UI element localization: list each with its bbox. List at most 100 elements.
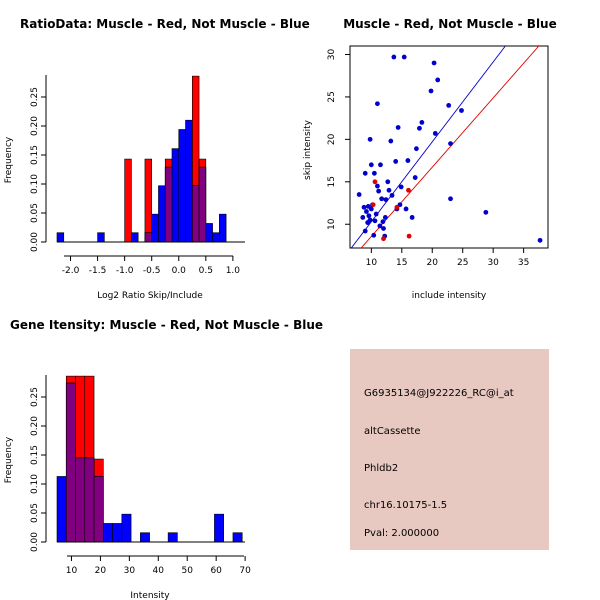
ratio-blue-bar-12 <box>205 223 213 243</box>
scatter-point-0-25 <box>386 187 392 193</box>
scatter-point-1-4 <box>406 187 411 193</box>
scatter-fit-lines <box>350 46 540 248</box>
intensity-y-tick-label-3: 0.15 <box>30 445 40 465</box>
scatter-title: Muscle - Red, Not Muscle - Blue <box>343 17 557 31</box>
scatter-x-tick-label-5: 35 <box>518 258 529 268</box>
ratio-y-ticks: 0.00 0.05 0.10 0.15 0.20 0.25 <box>30 87 46 252</box>
pval-text: Pval: 2.000000 <box>364 528 439 539</box>
event-type: altCassette <box>364 426 421 437</box>
intensity-x-ticks: 10 20 30 40 50 60 70 <box>66 556 251 576</box>
ratio-x-ticks: -2.0 -1.5 -1.0 -0.5 0.0 0.5 1.0 <box>62 256 241 276</box>
scatter-x-ticks: 10 15 20 25 30 35 <box>366 248 529 268</box>
scatter-point-0-53 <box>367 136 373 142</box>
scatter-y-tick-label-0: 10 <box>327 218 337 230</box>
ratio-blue-bar-0 <box>56 232 65 243</box>
scatter-y-ticks: 10 15 20 25 30 <box>327 48 350 230</box>
scatter-point-1-3 <box>394 204 400 210</box>
scatter-point-0-35 <box>403 206 409 212</box>
scatter-point-0-39 <box>414 146 419 152</box>
intensity-x-tick-label-4: 50 <box>182 566 194 576</box>
intensity-overlap-bar-1 <box>75 457 86 543</box>
intensity-blue-bar-5 <box>103 523 113 543</box>
intensity-overlap-bar-0 <box>65 382 76 543</box>
scatter-point-0-36 <box>405 158 411 163</box>
scatter-y-tick-label-3: 25 <box>327 91 337 102</box>
scatter-plot-box <box>349 45 549 249</box>
scatter-point-0-43 <box>431 60 437 66</box>
scatter-point-0-54 <box>368 162 374 168</box>
intensity-bars <box>56 375 243 543</box>
probe-id: G6935134@J922226_RC@i_at <box>364 388 514 399</box>
scatter-point-0-37 <box>409 215 415 220</box>
scatter-point-0-33 <box>398 184 404 190</box>
ratio-blue-bar-13 <box>212 232 220 243</box>
ratio-chart: RatioData: Muscle - Red, Not Muscle - Bl… <box>4 17 310 301</box>
intensity-x-tick-label-1: 20 <box>95 566 107 576</box>
scatter-point-0-9 <box>368 206 374 212</box>
scatter-point-0-45 <box>435 77 441 83</box>
ratio-overlap-bar-4 <box>198 166 207 243</box>
intensity-x-tick-label-2: 30 <box>124 566 136 576</box>
scatter-point-0-13 <box>372 218 378 224</box>
ratio-y-tick-label-2: 0.10 <box>30 174 40 194</box>
ratio-x-tick-label-4: 0.0 <box>172 266 187 276</box>
scatter-y-tick-label-4: 30 <box>327 48 337 60</box>
scatter-point-0-42 <box>428 88 434 94</box>
ratio-title: RatioData: Muscle - Red, Not Muscle - Bl… <box>20 17 310 31</box>
intensity-overlap-bar-2 <box>84 457 95 543</box>
intensity-x-tick-label-3: 40 <box>153 566 165 576</box>
scatter-point-0-14 <box>373 211 379 217</box>
scatter-point-0-48 <box>448 196 453 202</box>
scatter-point-0-47 <box>448 141 453 147</box>
scatter-x-tick-label-1: 15 <box>396 258 407 268</box>
scatter-point-0-17 <box>377 223 383 229</box>
scatter-point-0-55 <box>375 183 380 189</box>
scatter-point-0-11 <box>371 232 377 238</box>
scatter-fit-line-1 <box>360 46 540 248</box>
ratio-y-tick-label-1: 0.05 <box>30 203 40 223</box>
intensity-overlap-bar-3 <box>93 476 104 543</box>
ratio-red-bar-0 <box>124 158 132 243</box>
intensity-blue-bar-7 <box>121 513 132 543</box>
gene-name: Phldb2 <box>364 463 398 474</box>
scatter-point-0-1 <box>360 215 366 220</box>
scatter-point-0-40 <box>417 125 422 131</box>
scatter-point-0-12 <box>371 170 377 176</box>
scatter-point-0-34 <box>401 54 407 60</box>
scatter-point-0-41 <box>419 119 425 125</box>
ratio-red-bar-1 <box>144 158 153 243</box>
intensity-y-tick-label-2: 0.10 <box>30 474 40 494</box>
scatter-x-label: include intensity <box>412 291 487 301</box>
scatter-point-0-52 <box>362 170 368 176</box>
intensity-chart: Gene Itensity: Muscle - Red, Not Muscle … <box>4 318 323 600</box>
ratio-x-tick-label-2: -1.0 <box>116 266 134 276</box>
ratio-x-tick-label-6: 1.0 <box>226 266 241 276</box>
ratio-overlap-bar-2 <box>164 166 173 243</box>
ratio-y-tick-label-5: 0.25 <box>30 87 40 107</box>
ratio-y-tick-label-0: 0.00 <box>30 232 40 252</box>
intensity-y-ticks: 0.00 0.05 0.10 0.15 0.20 0.25 <box>30 387 46 552</box>
scatter-point-0-18 <box>378 162 383 168</box>
intensity-y-tick-label-0: 0.00 <box>30 532 40 552</box>
scatter-point-0-8 <box>367 217 373 223</box>
scatter-chart: Muscle - Red, Not Muscle - Blue 10 15 20 25… <box>303 17 557 301</box>
ratio-blue-bar-8 <box>178 129 186 243</box>
intensity-y-label: Frequency <box>4 436 14 483</box>
scatter-point-0-38 <box>412 175 418 180</box>
scatter-point-1-1 <box>372 179 378 185</box>
scatter-point-1-0 <box>370 202 376 208</box>
ratio-y-label: Frequency <box>4 136 14 183</box>
ratio-bars <box>56 75 227 243</box>
ratio-y-tick-label-4: 0.20 <box>30 116 40 136</box>
info-panel-background <box>350 349 549 550</box>
scatter-point-0-21 <box>381 226 386 231</box>
scatter-x-tick-label-4: 30 <box>487 258 499 268</box>
ratio-blue-bar-9 <box>185 119 193 243</box>
ratio-x-tick-label-3: -0.5 <box>143 266 161 276</box>
scatter-point-0-7 <box>366 213 372 219</box>
scatter-point-0-28 <box>391 54 397 60</box>
intensity-x-tick-label-6: 70 <box>239 566 251 576</box>
intensity-x-label: Intensity <box>130 591 170 600</box>
ratio-blue-bar-2 <box>131 232 139 243</box>
